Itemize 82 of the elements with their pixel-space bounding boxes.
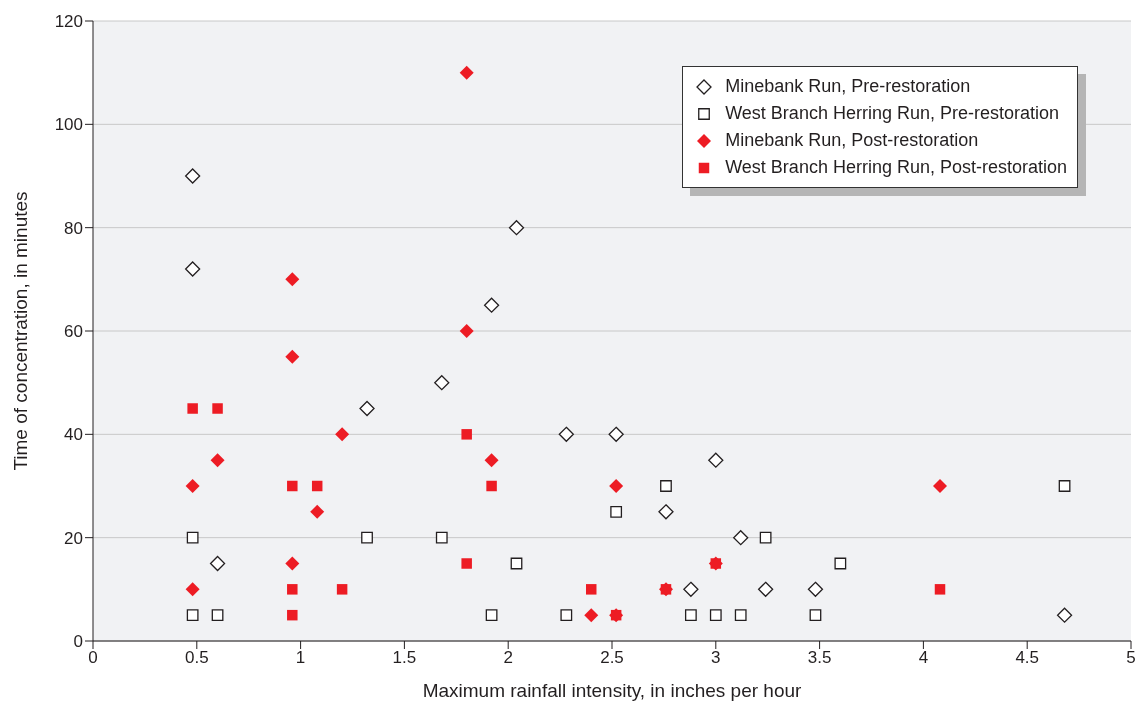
point [359,400,375,417]
point [610,505,623,518]
point [709,609,722,622]
x-tick-label: 5 [1126,648,1136,668]
point [733,530,749,546]
point [210,453,225,468]
point [558,426,574,442]
point [485,609,498,622]
x-tick-label: 3.5 [807,648,832,668]
point [435,531,448,544]
point [658,504,674,520]
point [434,375,450,391]
point [933,479,948,493]
legend-label: West Branch Herring Run, Post-restoration [725,157,1067,178]
y-axis-title: Time of concentration, in minutes [9,191,31,471]
point [285,272,300,287]
point [934,584,946,595]
point [609,479,624,493]
point [310,504,325,519]
legend-label: West Branch Herring Run, Pre-restoration [725,103,1059,124]
x-tick-label: 2 [503,648,513,668]
point [285,556,300,571]
point [335,427,350,442]
point [311,480,323,492]
point [584,608,599,623]
point [484,453,499,468]
x-tick-label: 3 [711,648,721,668]
point [185,582,200,597]
y-tick-label: 80 [64,218,83,238]
y-tick-label: 60 [64,322,83,342]
point [486,480,497,492]
point [461,558,472,569]
point [211,609,224,622]
point [1056,607,1073,623]
point [459,65,474,80]
x-tick-label: 4.5 [1015,648,1040,668]
legend-label: Minebank Run, Pre-restoration [725,76,971,97]
point [336,584,348,595]
point [834,557,847,570]
point [757,581,774,597]
point [461,429,472,440]
point [759,531,772,544]
y-tick-label: 20 [64,528,83,548]
x-axis-title: Maximum rainfall intensity, in inches per hour [422,680,803,701]
point [585,584,597,595]
point [809,609,822,622]
point [708,452,724,468]
x-tick-label: 1 [295,648,306,668]
x-tick-label: 4 [918,648,929,668]
legend-label: Minebank Run, Post-restoration [725,130,979,151]
point [185,261,201,277]
point [459,324,474,338]
y-tick-label: 100 [54,115,83,135]
point [186,531,199,544]
point [508,220,525,236]
point [209,555,226,572]
y-tick-label: 0 [73,632,83,652]
point [212,403,223,414]
point [483,297,500,313]
point [185,168,201,184]
point [361,531,373,544]
point [734,609,747,622]
point [287,480,298,492]
y-tick-label: 120 [54,12,83,32]
point [287,584,298,595]
point [660,480,672,492]
point [807,581,824,597]
point [1058,480,1071,492]
point [608,426,624,442]
point [560,609,573,622]
point [185,479,200,493]
x-tick-label: 0 [88,648,98,668]
x-tick-label: 2.5 [600,648,624,668]
point [187,403,198,414]
y-tick-label: 40 [64,425,83,445]
point [186,609,199,622]
point [287,609,298,621]
x-tick-label: 0.5 [184,648,209,668]
point [683,581,699,597]
x-tick-label: 1.5 [392,648,417,668]
point [684,609,697,622]
point [285,349,300,364]
